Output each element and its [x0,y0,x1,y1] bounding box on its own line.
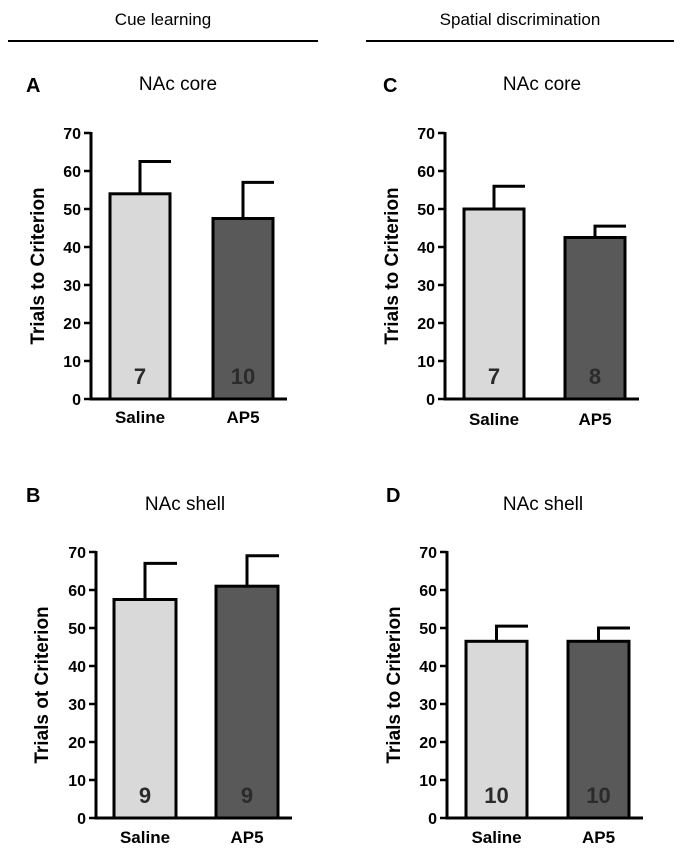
panel-d-bar-saline [464,639,529,820]
panel-d-y-tick-label-40: 40 [419,659,437,676]
panel-c-count-label-0: 7 [488,364,500,389]
panel-b-bar-saline [112,598,178,820]
panel-d-bar-ap5 [566,639,631,820]
panel-b-letter: B [26,485,40,507]
panel-d-y-tick-label-70: 70 [419,545,437,562]
chart-panel-a: A NAc core Trials to Criterion 7 Saline 10 AP5… [26,74,287,427]
panel-c-x-tick-label-1: AP5 [578,410,611,429]
panel-a-letter: A [26,75,40,97]
chart-panel-d: D NAc shell Trials to Criterion 10 Saline 10 A… [384,485,643,847]
panel-b-y-tick-label-0: 0 [77,811,86,828]
panel-c-x-tick-label-0: Saline [469,410,519,429]
panel-b-title: NAc shell [145,494,225,515]
column-divider-right [366,40,674,42]
panel-a-count-label-1: 10 [231,364,255,389]
panel-c-y-tick-label-30: 30 [417,278,435,295]
panel-c-title: NAc core [503,74,581,95]
panel-d-title: NAc shell [503,494,583,515]
panel-b-x-tick-label-0: Saline [120,828,170,847]
panel-b-y-tick-label-50: 50 [68,621,86,638]
panel-b-bar-ap5 [214,584,280,820]
panel-d-count-label-1: 10 [586,783,610,808]
column-header-cue-learning: Cue learning [114,10,212,29]
column-header-spatial-discrimination: Spatial discrimination [439,10,601,29]
panel-b-x-tick-label-1: AP5 [230,828,263,847]
chart-panel-c: C NAc core Trials to Criterion 7 Saline 8 AP5 0… [382,74,639,429]
column-divider-left [8,40,318,42]
panel-b-y-tick-label-20: 20 [68,735,86,752]
panel-b-count-label-0: 9 [139,783,151,808]
panel-b-y-axis-label: Trials ot Criterion [32,606,53,763]
panel-a-y-tick-label-0: 0 [72,392,81,409]
panel-a-count-label-0: 7 [134,364,146,389]
panel-c-y-tick-label-0: 0 [426,392,435,409]
panel-a-y-tick-label-70: 70 [63,126,81,143]
panel-c-letter: C [383,75,397,97]
panel-d-y-tick-label-20: 20 [419,735,437,752]
panel-c-y-tick-label-60: 60 [417,164,435,181]
panel-c-count-label-1: 8 [589,364,601,389]
panel-c-y-tick-label-20: 20 [417,316,435,333]
panel-d-x-tick-label-0: Saline [471,828,521,847]
panel-c-bar-ap5 [563,236,627,401]
panel-b-y-tick-label-70: 70 [68,545,86,562]
panel-a-y-tick-label-10: 10 [63,354,81,371]
panel-d-y-tick-label-60: 60 [419,583,437,600]
panel-c-y-tick-label-40: 40 [417,240,435,257]
panel-d-y-tick-label-50: 50 [419,621,437,638]
panel-d-y-tick-label-10: 10 [419,773,437,790]
panel-d-letter: D [386,485,400,507]
panel-a-y-axis-label: Trials to Criterion [28,187,49,344]
panel-a-y-tick-label-50: 50 [63,202,81,219]
panel-c-y-axis-label: Trials to Criterion [382,187,403,344]
panel-c-bar-saline [462,207,526,401]
panel-b-count-label-1: 9 [241,783,253,808]
panel-a-y-tick-label-40: 40 [63,240,81,257]
panel-b-y-tick-label-30: 30 [68,697,86,714]
panel-d-x-tick-label-1: AP5 [582,828,615,847]
panel-a-title: NAc core [139,74,217,95]
panel-d-y-axis-label: Trials to Criterion [384,606,405,763]
panel-c-y-tick-label-10: 10 [417,354,435,371]
panel-b-y-tick-label-10: 10 [68,773,86,790]
panel-d-y-tick-label-30: 30 [419,697,437,714]
panel-a-y-tick-label-30: 30 [63,278,81,295]
panel-c-y-tick-label-70: 70 [417,126,435,143]
chart-panel-b: B NAc shell Trials ot Criterion 9 Saline 9 AP5… [26,485,292,847]
panel-b-y-tick-label-60: 60 [68,583,86,600]
panel-a-y-tick-label-60: 60 [63,164,81,181]
panel-a-x-tick-label-0: Saline [115,408,165,427]
panel-a-y-tick-label-20: 20 [63,316,81,333]
panel-d-y-tick-label-0: 0 [428,811,437,828]
panel-a-x-tick-label-1: AP5 [226,408,259,427]
panel-b-y-tick-label-40: 40 [68,659,86,676]
panel-c-y-tick-label-50: 50 [417,202,435,219]
panel-d-count-label-0: 10 [484,783,508,808]
